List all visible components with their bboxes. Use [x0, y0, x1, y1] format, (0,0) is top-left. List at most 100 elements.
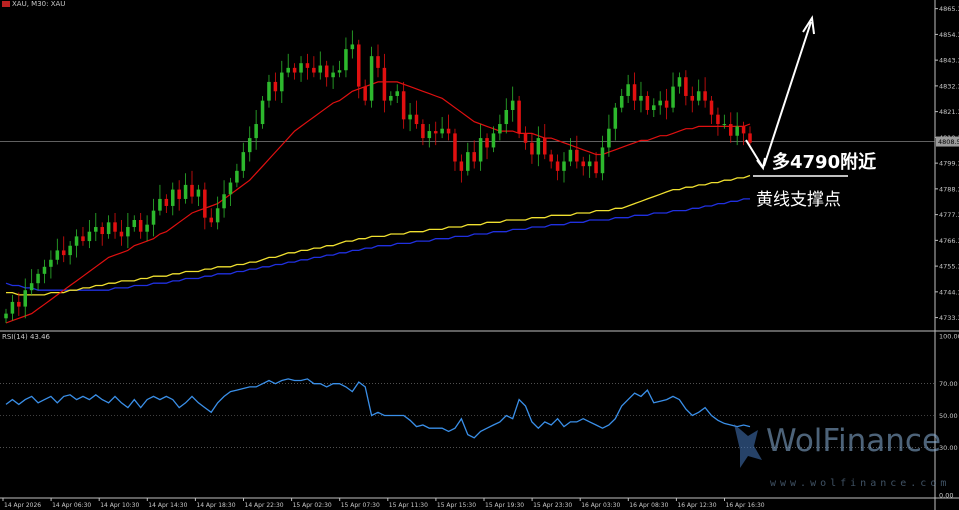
- candle-body: [203, 189, 207, 218]
- support-annotation: 黄线支撑点: [756, 190, 841, 210]
- rsi-tick-label: 70.00: [939, 380, 958, 388]
- candle-body: [459, 161, 464, 171]
- candle-body: [292, 67, 297, 73]
- time-tick-label: 15 Apr 07:30: [341, 502, 380, 509]
- candle-body: [549, 154, 553, 162]
- candle-body: [440, 128, 444, 134]
- candle-body: [23, 290, 28, 307]
- candle-body: [74, 236, 79, 246]
- candle-body: [247, 138, 252, 153]
- time-tick-label: 15 Apr 19:30: [485, 502, 524, 509]
- time-tick-label: 15 Apr 23:30: [533, 502, 572, 509]
- long-price: 4790: [790, 152, 841, 173]
- candle-body: [575, 149, 579, 162]
- candle-body: [196, 189, 201, 197]
- candle-body: [587, 161, 592, 167]
- candle-body: [722, 124, 727, 126]
- price-tick-label: 4843.30: [939, 57, 959, 65]
- candle-body: [382, 67, 387, 101]
- candle-body: [151, 210, 156, 225]
- candle-body: [626, 84, 630, 96]
- rsi-tick-label: 50.00: [939, 412, 958, 420]
- candle-body: [478, 138, 483, 162]
- down-arrow-head: [756, 157, 766, 171]
- candle-body: [671, 86, 675, 108]
- candle-body: [132, 220, 137, 228]
- rsi-tick-label: 0.00: [939, 492, 953, 500]
- price-tick-label: 4733.30: [939, 314, 959, 322]
- candle-body: [542, 138, 547, 155]
- candle-body: [421, 124, 425, 139]
- candle-body: [485, 138, 489, 148]
- ma-red-line: [5, 81, 751, 324]
- candle-body: [228, 182, 233, 195]
- candle-body: [87, 231, 92, 242]
- candle-body: [145, 224, 149, 232]
- candle-body: [716, 114, 720, 125]
- price-tick-label: 4821.30: [939, 108, 959, 116]
- symbol-header: XAU, M30: XAU: [2, 0, 65, 8]
- candle-body: [254, 124, 258, 139]
- candle-body: [401, 91, 406, 120]
- price-tick-label: 4744.30: [939, 288, 959, 296]
- candle-body: [324, 65, 329, 78]
- candle-body: [491, 133, 496, 148]
- candle-body: [568, 149, 573, 162]
- rsi-line: [5, 378, 751, 439]
- candle-body: [106, 222, 111, 235]
- candle-body: [600, 147, 605, 174]
- price-tick-label: 4777.30: [939, 211, 959, 219]
- candle-body: [523, 133, 528, 143]
- candle-body: [305, 63, 310, 68]
- candle-body: [55, 250, 60, 260]
- price-tick-label: 4865.30: [939, 5, 959, 13]
- candle-body: [42, 266, 47, 274]
- candle-body: [594, 161, 598, 174]
- candle-body: [677, 77, 682, 87]
- candle-body: [741, 126, 746, 134]
- ma-blue-line: [5, 198, 750, 291]
- candle-body: [536, 138, 541, 155]
- time-tick-label: 15 Apr 02:30: [293, 502, 332, 509]
- candle-body: [286, 67, 290, 73]
- candle-body: [209, 217, 214, 223]
- candle-body: [748, 133, 752, 143]
- price-tick-label: 4755.30: [939, 263, 959, 271]
- price-tick-label: 4832.30: [939, 82, 959, 90]
- candle-body: [498, 124, 502, 134]
- time-tick-label: 16 Apr 03:30: [581, 502, 620, 509]
- long-suffix: 附近: [840, 152, 877, 173]
- candle-body: [363, 86, 367, 101]
- time-tick-label: 15 Apr 15:30: [437, 502, 476, 509]
- time-tick-label: 14 Apr 10:30: [100, 502, 139, 509]
- candle-body: [510, 100, 515, 110]
- candle-body: [36, 273, 40, 284]
- time-tick-label: 14 Apr 18:30: [196, 502, 235, 509]
- candle-body: [190, 184, 194, 197]
- candle-body: [376, 56, 380, 68]
- candle-body: [81, 236, 85, 242]
- candle-body: [395, 91, 400, 96]
- candle-body: [235, 170, 239, 183]
- candle-body: [369, 56, 374, 101]
- candle-body: [652, 105, 656, 110]
- price-tick-label: 4854.30: [939, 31, 959, 39]
- candle-body: [267, 81, 271, 101]
- watermark-url: www.wolfinance.com: [770, 478, 951, 489]
- candle-body: [530, 142, 534, 155]
- candle-body: [119, 231, 124, 237]
- candle-body: [170, 189, 175, 206]
- candle-body: [690, 95, 695, 101]
- candle-body: [337, 70, 342, 73]
- candle-body: [61, 250, 66, 256]
- watermark-brand: WolFinance: [766, 423, 942, 459]
- candle-body: [318, 65, 323, 73]
- up-arrow-shaft: [763, 21, 812, 167]
- candle-body: [29, 283, 34, 291]
- candle-body: [658, 100, 662, 106]
- candle-body: [645, 95, 650, 110]
- candle-body: [472, 152, 476, 162]
- candle-body: [619, 95, 624, 108]
- candle-body: [183, 184, 188, 199]
- candle-body: [215, 208, 220, 223]
